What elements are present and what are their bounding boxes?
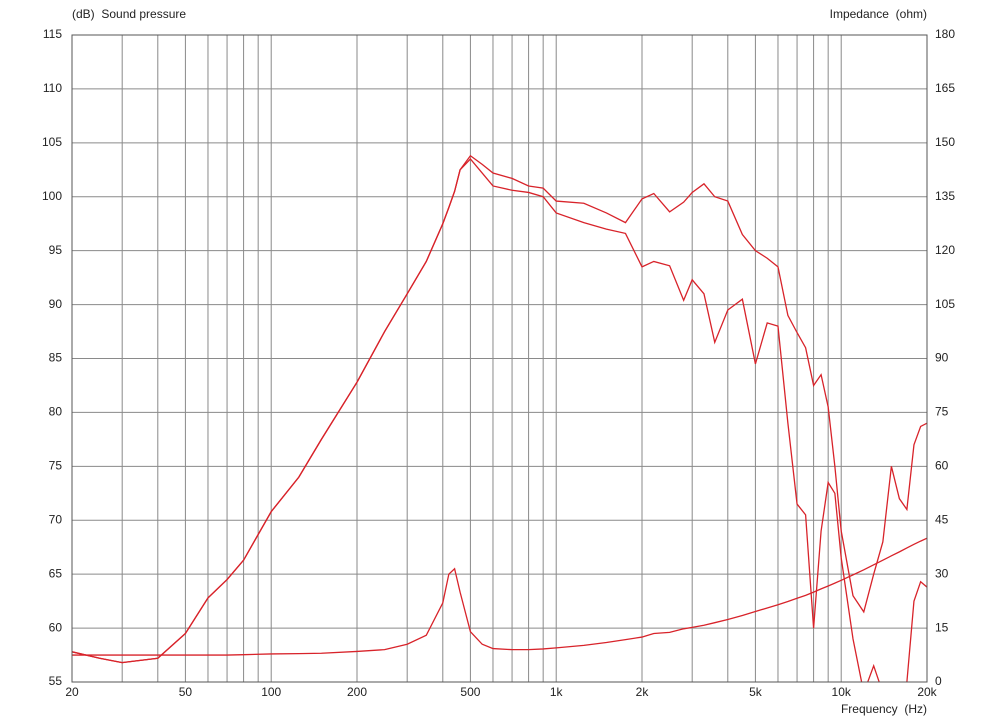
plot-frame (71, 34, 928, 683)
y-tick-label: 100 (42, 189, 62, 203)
y-tick-label: 55 (49, 674, 63, 688)
y2-tick-label: 90 (935, 351, 949, 365)
y-tick-label: 115 (43, 27, 62, 41)
x-tick-label: 200 (347, 685, 367, 699)
x-tick-label: 100 (261, 685, 281, 699)
y2-tick-label: 30 (935, 566, 949, 580)
y-tick-label: 95 (49, 243, 63, 257)
x-tick-label: 5k (749, 685, 763, 699)
y2-tick-label: 15 (935, 620, 949, 634)
y2-tick-label: 45 (935, 512, 949, 526)
y2-tick-label: 0 (935, 674, 942, 688)
y-tick-label: 105 (42, 135, 62, 149)
y2-axis-label: Impedance (ohm) (830, 7, 927, 21)
y2-tick-label: 135 (935, 189, 955, 203)
impedance-line (72, 537, 927, 656)
x-tick-label: 1k (550, 685, 564, 699)
x-tick-label: 20 (65, 685, 79, 699)
y-tick-label: 110 (43, 81, 62, 95)
y-axis-label: (dB) Sound pressure (72, 7, 186, 21)
y2-tick-label: 105 (935, 297, 955, 311)
x-tick-label: 20k (917, 685, 937, 699)
y2-tick-label: 165 (935, 81, 955, 95)
x-tick-label: 2k (636, 685, 650, 699)
y-tick-label: 90 (49, 297, 63, 311)
spl-line (72, 158, 927, 682)
y2-tick-label: 150 (935, 135, 955, 149)
y-tick-label: 75 (49, 459, 63, 473)
y2-tick-label: 180 (935, 27, 955, 41)
y-tick-label: 80 (49, 405, 63, 419)
y2-tick-label: 60 (935, 459, 949, 473)
y-tick-label: 70 (49, 512, 63, 526)
y-tick-label: 60 (49, 620, 63, 634)
x-axis-label: Frequency (Hz) (841, 702, 927, 716)
x-tick-label: 500 (460, 685, 480, 699)
y2-tick-label: 75 (935, 405, 949, 419)
x-tick-label: 50 (179, 685, 193, 699)
y-tick-label: 65 (49, 566, 63, 580)
plot-area (72, 154, 927, 682)
y-tick-label: 85 (49, 351, 63, 365)
y2-tick-label: 120 (935, 243, 955, 257)
x-tick-label: 10k (832, 685, 852, 699)
